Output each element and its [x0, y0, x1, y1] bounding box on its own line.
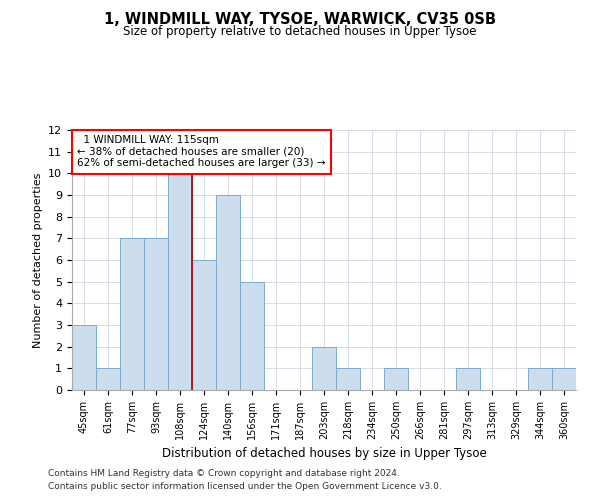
Bar: [456, 368, 480, 390]
Bar: [120, 238, 144, 390]
Y-axis label: Number of detached properties: Number of detached properties: [32, 172, 43, 348]
Bar: [384, 368, 408, 390]
Bar: [312, 346, 336, 390]
Bar: [168, 174, 192, 390]
Bar: [96, 368, 120, 390]
Text: 1 WINDMILL WAY: 115sqm
← 38% of detached houses are smaller (20)
62% of semi-det: 1 WINDMILL WAY: 115sqm ← 38% of detached…: [77, 135, 326, 168]
Bar: [216, 195, 240, 390]
X-axis label: Distribution of detached houses by size in Upper Tysoe: Distribution of detached houses by size …: [161, 448, 487, 460]
Bar: [336, 368, 360, 390]
Bar: [552, 368, 576, 390]
Text: Size of property relative to detached houses in Upper Tysoe: Size of property relative to detached ho…: [123, 25, 477, 38]
Bar: [72, 325, 96, 390]
Bar: [240, 282, 264, 390]
Bar: [528, 368, 552, 390]
Text: Contains HM Land Registry data © Crown copyright and database right 2024.: Contains HM Land Registry data © Crown c…: [48, 468, 400, 477]
Text: Contains public sector information licensed under the Open Government Licence v3: Contains public sector information licen…: [48, 482, 442, 491]
Bar: [192, 260, 216, 390]
Text: 1, WINDMILL WAY, TYSOE, WARWICK, CV35 0SB: 1, WINDMILL WAY, TYSOE, WARWICK, CV35 0S…: [104, 12, 496, 28]
Bar: [144, 238, 168, 390]
